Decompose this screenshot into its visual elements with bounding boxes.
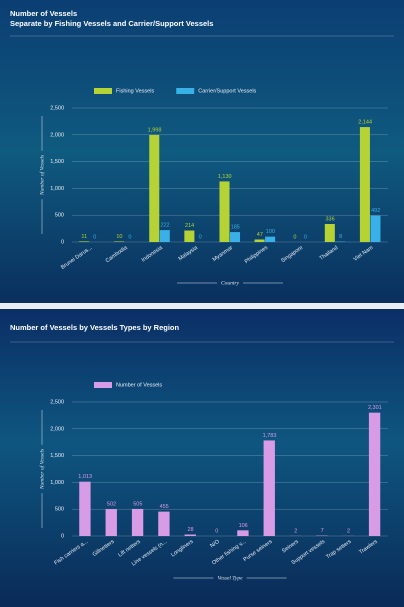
- legend-label: Fishing Vessels: [116, 88, 154, 94]
- x-axis-title: Country: [221, 280, 240, 286]
- bar: [237, 530, 249, 536]
- value-label: 1,998: [148, 127, 162, 133]
- legend-label: Carrier/Support Vessels: [198, 88, 256, 94]
- bar: [184, 534, 196, 536]
- value-label: 214: [185, 223, 194, 229]
- bar: [79, 241, 90, 242]
- legend-swatch: [176, 88, 195, 94]
- y-axis-title: Number of Vessels: [38, 155, 45, 196]
- chart-title: Number of Vessels: [10, 9, 77, 18]
- bar: [219, 181, 230, 242]
- value-label: 100: [266, 229, 275, 235]
- x-axis-title: Vessel Type: [217, 575, 243, 581]
- value-label: 2: [294, 528, 297, 534]
- y-tick-label: 2,000: [50, 426, 64, 432]
- value-label: 0: [128, 234, 131, 240]
- y-tick-label: 500: [55, 213, 64, 219]
- panel-background: [0, 309, 404, 607]
- legend-swatch: [94, 382, 112, 388]
- value-label: 2: [347, 528, 350, 534]
- value-label: 10: [116, 234, 122, 240]
- y-tick-label: 500: [55, 507, 64, 513]
- bar: [105, 509, 117, 536]
- chart-subtitle: Separate by Fishing Vessels and Carrier/…: [10, 19, 213, 28]
- value-label: 0: [304, 234, 307, 240]
- value-label: 11: [81, 234, 87, 240]
- value-label: 106: [239, 523, 248, 529]
- value-label: 1,783: [263, 433, 277, 439]
- bar: [114, 241, 125, 242]
- x-tick-label: N/O: [209, 539, 221, 550]
- legend-swatch: [94, 88, 112, 94]
- value-label: 8: [339, 234, 342, 240]
- bar: [158, 511, 170, 536]
- y-tick-label: 2,000: [50, 132, 64, 138]
- value-label: 502: [107, 502, 116, 508]
- y-tick-label: 1,500: [50, 159, 64, 165]
- y-tick-label: 1,500: [50, 453, 64, 459]
- bar: [230, 232, 241, 242]
- value-label: 336: [325, 216, 334, 222]
- value-label: 0: [93, 234, 96, 240]
- bar: [359, 127, 370, 242]
- y-tick-label: 0: [61, 533, 64, 539]
- value-label: 222: [160, 223, 169, 229]
- value-label: 0: [293, 234, 296, 240]
- value-label: 0: [199, 234, 202, 240]
- y-tick-label: 2,500: [50, 399, 64, 405]
- panel-background: [0, 0, 404, 303]
- bar: [370, 215, 381, 242]
- panel-gap: [0, 303, 404, 309]
- value-label: 492: [371, 208, 380, 214]
- bar: [263, 440, 275, 536]
- value-label: 7: [321, 528, 324, 534]
- value-label: 0: [215, 528, 218, 534]
- value-label: 28: [187, 527, 193, 533]
- bar: [184, 230, 195, 242]
- value-label: 185: [231, 225, 240, 231]
- value-label: 1,013: [78, 474, 92, 480]
- bar: [149, 134, 160, 242]
- bar: [368, 412, 381, 536]
- value-label: 455: [160, 504, 169, 510]
- value-label: 2,301: [368, 405, 382, 411]
- y-axis-title: Number of Vessels: [38, 449, 45, 490]
- legend-label: Number of Vessels: [116, 382, 162, 388]
- y-tick-label: 0: [61, 239, 64, 245]
- y-tick-label: 1,000: [50, 480, 64, 486]
- chart-title: Number of Vessels by Vessels Types by Re…: [10, 323, 180, 332]
- bar: [131, 508, 144, 536]
- y-tick-label: 1,000: [50, 186, 64, 192]
- value-label: 1,130: [218, 174, 232, 180]
- bar: [254, 239, 265, 242]
- value-label: 2,144: [358, 120, 372, 126]
- bar: [324, 223, 335, 242]
- bar: [265, 236, 276, 242]
- bar: [79, 481, 91, 536]
- y-tick-label: 2,500: [50, 105, 64, 111]
- value-label: 47: [257, 232, 263, 238]
- value-label: 505: [133, 501, 142, 507]
- bar: [159, 230, 170, 242]
